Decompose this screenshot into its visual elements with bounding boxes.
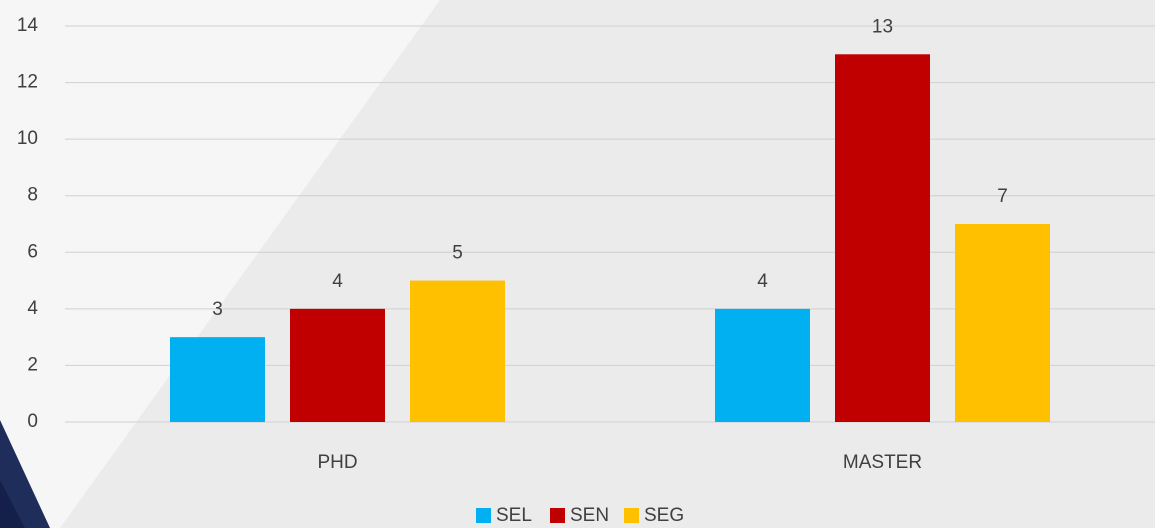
legend-label: SEG: [644, 505, 684, 526]
data-label: 3: [212, 299, 223, 320]
x-tick-label: PHD: [317, 452, 357, 473]
bar: [715, 308, 810, 422]
data-label: 5: [452, 243, 463, 264]
y-tick-label: 2: [27, 354, 38, 375]
data-label: 4: [757, 271, 768, 292]
bar: [410, 280, 505, 422]
y-tick-label: 6: [27, 241, 38, 262]
y-tick-label: 14: [17, 15, 39, 36]
y-tick-label: 4: [27, 298, 38, 319]
bar: [290, 308, 385, 422]
corner-shape: [0, 480, 25, 528]
legend-label: SEL: [496, 505, 532, 526]
data-label: 7: [997, 186, 1008, 207]
legend-swatch: [476, 508, 491, 523]
data-label: 13: [872, 16, 893, 37]
background-shape: [0, 0, 440, 528]
corner-shape: [0, 420, 50, 528]
y-tick-label: 0: [27, 411, 38, 432]
data-label: 4: [332, 271, 343, 292]
y-tick-label: 12: [17, 72, 38, 93]
x-tick-label: MASTER: [843, 452, 922, 473]
bar: [955, 224, 1050, 422]
bar: [170, 337, 265, 422]
y-tick-label: 8: [27, 185, 38, 206]
bar: [835, 54, 930, 423]
legend-swatch: [550, 508, 565, 523]
legend-label: SEN: [570, 505, 609, 526]
y-tick-label: 10: [17, 128, 38, 149]
legend-swatch: [624, 508, 639, 523]
